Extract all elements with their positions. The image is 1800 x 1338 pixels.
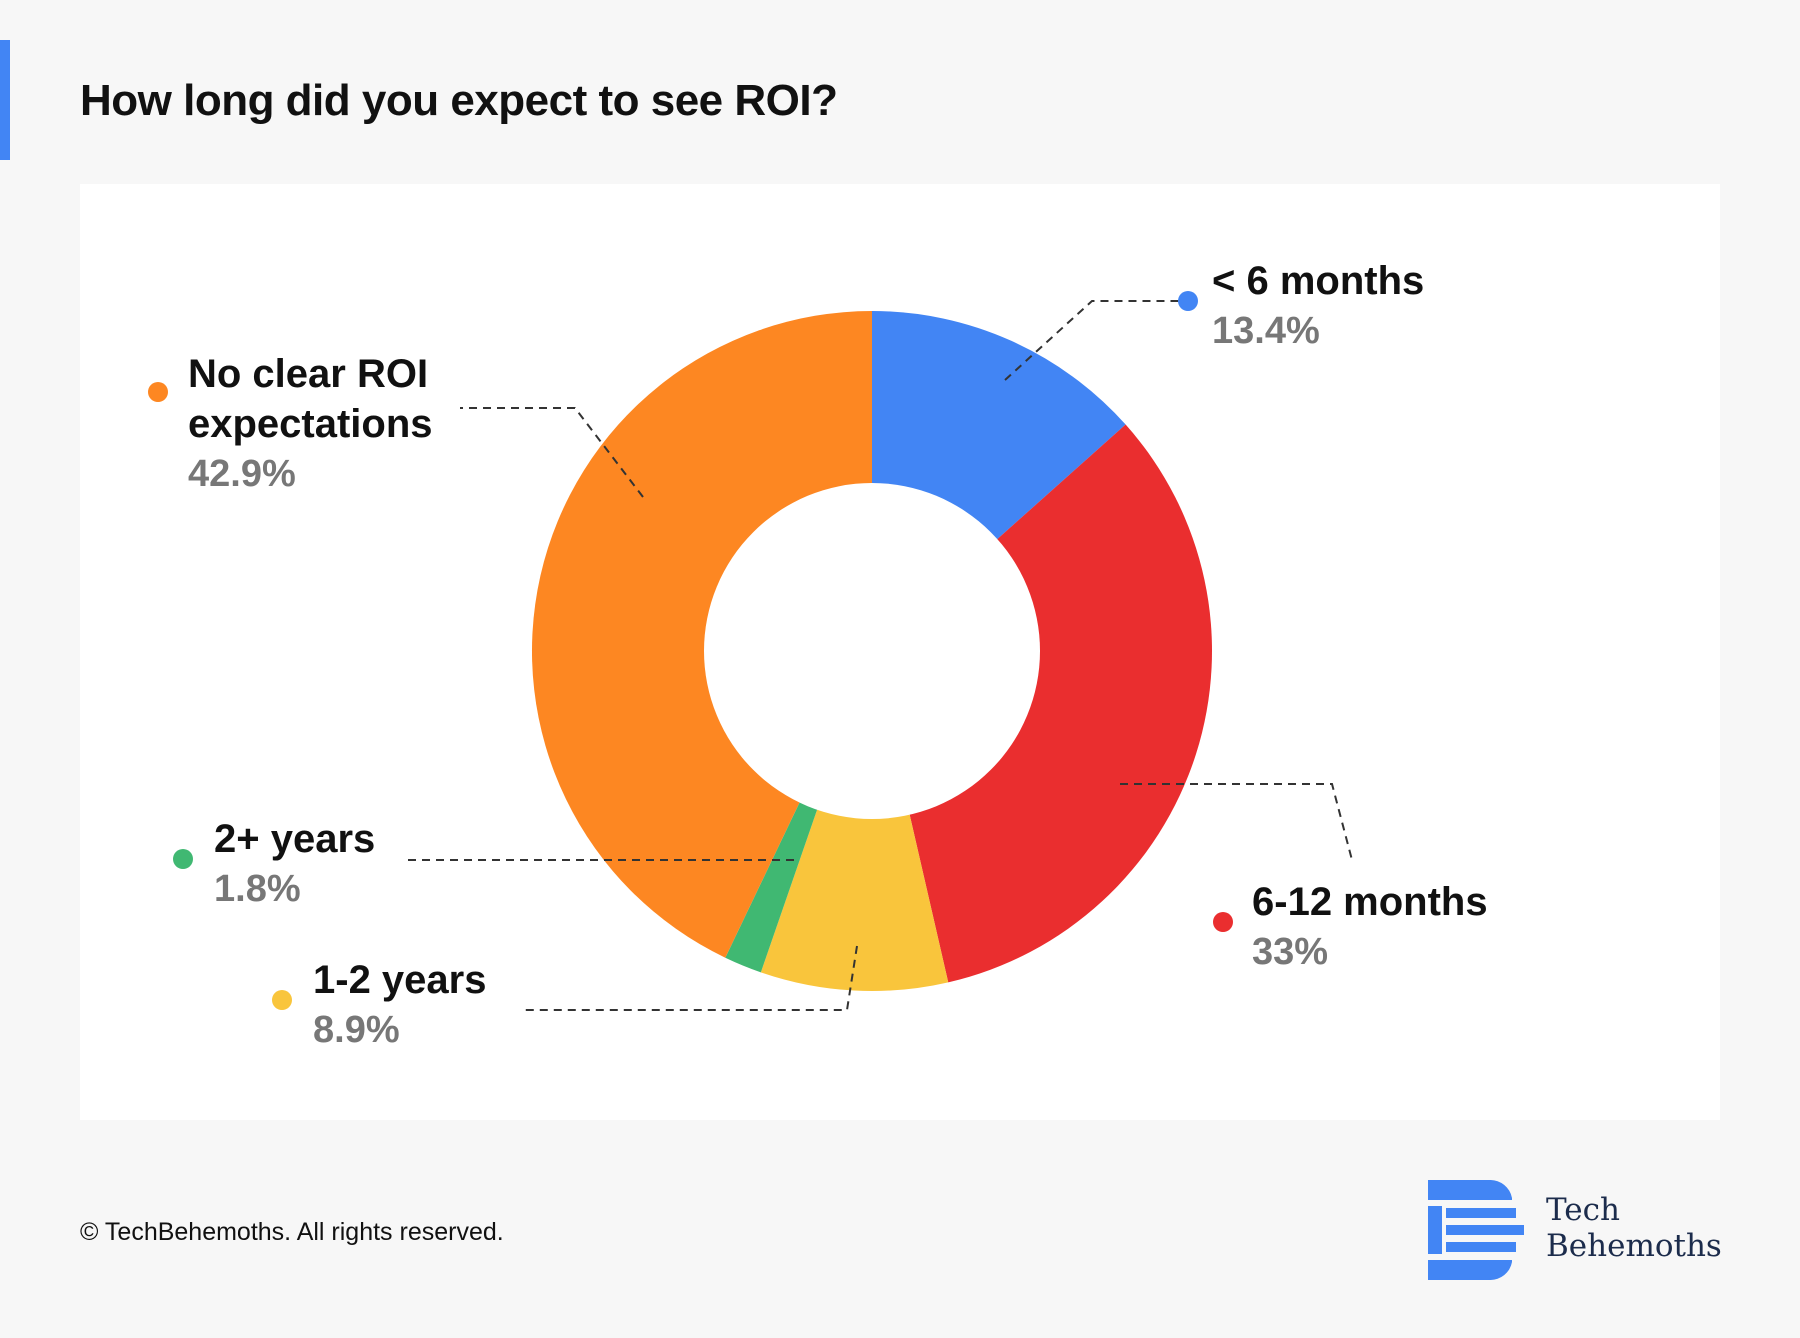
page-title: How long did you expect to see ROI? — [80, 76, 838, 125]
logo-text-line2: Behemoths — [1546, 1228, 1722, 1264]
accent-bar — [0, 40, 10, 160]
techbehemoths-b-logo-icon — [1428, 1180, 1524, 1280]
label-noclear-name-line1: No clear ROI — [188, 352, 428, 396]
label-noclear-value: 42.9% — [188, 453, 296, 495]
techbehemoths-logo: Tech Behemoths — [1428, 1180, 1728, 1280]
slice-1to2 — [760, 651, 949, 991]
dot-lt6 — [1178, 291, 1198, 311]
leader-line-lt6 — [1004, 300, 1182, 381]
dot-6to12 — [1213, 912, 1233, 932]
label-6to12-name: 6-12 months — [1252, 880, 1488, 924]
label-6to12-value: 33% — [1252, 931, 1328, 973]
label-1to2-name: 1-2 years — [313, 958, 486, 1002]
leader-line-noclear — [460, 407, 644, 498]
label-2plus-name: 2+ years — [214, 817, 375, 861]
leader-line-1to2 — [525, 945, 858, 1011]
dot-noclear — [148, 382, 168, 402]
slice-noclear — [531, 311, 872, 958]
label-noclear-name-line2: expectations — [188, 402, 433, 446]
chart-card: < 6 months 13.4% 6-12 months 33% 1-2 yea… — [80, 184, 1720, 1120]
leader-line-6to12 — [1120, 783, 1353, 861]
label-lt6-name: < 6 months — [1212, 259, 1424, 303]
dot-1to2 — [272, 990, 292, 1010]
donut-chart: < 6 months 13.4% 6-12 months 33% 1-2 yea… — [148, 259, 1488, 1051]
leader-lines — [404, 300, 1353, 1011]
logo-wordmark: Tech Behemoths — [1546, 1192, 1722, 1264]
footer-copyright: © TechBehemoths. All rights reserved. — [80, 1218, 504, 1246]
label-2plus-value: 1.8% — [214, 868, 301, 910]
logo-text-line1: Tech — [1546, 1192, 1620, 1228]
dot-2plus — [173, 849, 193, 869]
label-1to2-value: 8.9% — [313, 1009, 400, 1051]
donut-hole — [704, 483, 1040, 819]
label-lt6-value: 13.4% — [1212, 310, 1320, 352]
slice-6to12 — [872, 424, 1212, 983]
